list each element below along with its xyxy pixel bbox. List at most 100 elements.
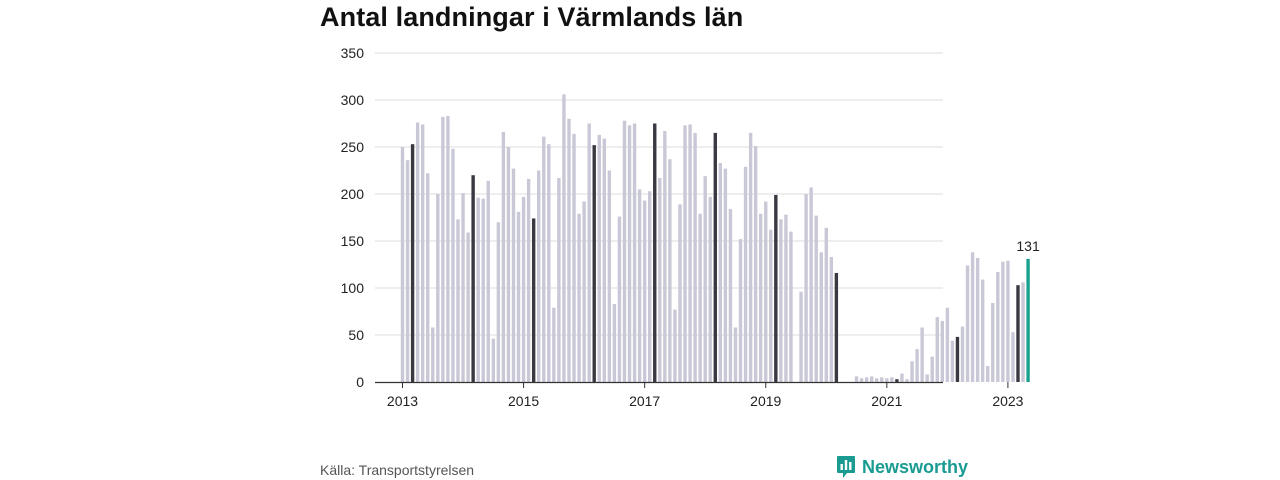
bar <box>910 361 914 382</box>
bar <box>436 194 440 382</box>
bar <box>718 162 723 382</box>
bar <box>471 175 475 382</box>
bar <box>693 132 697 382</box>
bar <box>859 378 864 382</box>
bar <box>864 377 869 382</box>
y-tick-label: 150 <box>341 233 365 249</box>
bar <box>799 291 803 382</box>
source-note: Källa: Transportstyrelsen <box>320 462 475 478</box>
bar <box>451 148 455 382</box>
y-tick-label: 250 <box>341 139 365 155</box>
bar <box>809 187 813 382</box>
bar <box>869 376 874 382</box>
bar <box>1016 285 1020 382</box>
bar <box>466 232 470 382</box>
bar <box>683 125 687 382</box>
bar <box>965 265 970 382</box>
bar <box>996 272 1000 382</box>
bar <box>511 168 516 382</box>
bar <box>900 373 904 382</box>
bar <box>713 132 717 382</box>
bar <box>885 378 889 382</box>
bar <box>476 197 480 382</box>
bar <box>637 189 642 382</box>
bar <box>829 256 834 382</box>
bar <box>562 94 566 383</box>
bar <box>880 377 884 382</box>
bar <box>945 307 950 382</box>
bar <box>607 170 612 382</box>
bar <box>960 326 965 382</box>
bar <box>819 252 823 382</box>
y-tick-label: 350 <box>341 45 365 61</box>
bar <box>673 309 677 382</box>
bar <box>1011 332 1015 382</box>
bar <box>587 123 591 382</box>
bar <box>602 138 606 382</box>
bar <box>658 178 662 382</box>
bar <box>496 222 501 382</box>
bar <box>950 340 955 382</box>
bar <box>854 376 859 382</box>
bar <box>410 144 415 382</box>
bar <box>542 136 546 382</box>
y-tick-label: 100 <box>341 280 365 296</box>
bar <box>935 317 939 382</box>
bar <box>653 123 657 382</box>
bar <box>824 227 828 382</box>
bar <box>688 124 692 382</box>
bar <box>400 147 405 382</box>
bar <box>905 379 909 382</box>
bar <box>895 379 899 382</box>
bar <box>764 201 768 382</box>
bar <box>617 216 622 382</box>
bar <box>774 194 778 382</box>
bar <box>648 191 652 382</box>
bar <box>567 118 571 383</box>
x-tick-label: 2019 <box>750 393 781 409</box>
bar <box>612 303 617 382</box>
bar <box>501 131 506 382</box>
bar <box>698 213 702 382</box>
bar <box>789 231 793 382</box>
bar <box>986 366 990 382</box>
bar <box>748 132 753 382</box>
bar <box>506 147 511 382</box>
bar <box>642 200 647 382</box>
bar <box>708 196 712 382</box>
bar <box>577 213 581 382</box>
bar <box>1006 260 1010 382</box>
bar <box>531 218 536 382</box>
bar <box>743 166 748 382</box>
bar <box>723 168 728 382</box>
bar <box>804 194 808 382</box>
bar <box>415 122 420 382</box>
bar <box>597 134 601 382</box>
bar <box>547 144 551 382</box>
bar <box>890 377 894 382</box>
bar <box>930 356 934 382</box>
bar <box>456 219 460 382</box>
bar <box>516 211 521 382</box>
bar <box>446 115 450 382</box>
bar <box>431 327 435 382</box>
y-axis-ticks: 0 50 100 150 200 250 300 350 <box>341 45 365 390</box>
bar <box>875 378 879 382</box>
bar <box>627 125 632 382</box>
bar <box>405 160 410 382</box>
brand-logo[interactable]: Newsworthy <box>836 455 968 479</box>
bar <box>1021 282 1025 382</box>
bar <box>481 198 485 382</box>
bar <box>940 320 945 382</box>
x-tick-label: 2015 <box>508 393 539 409</box>
x-tick-label: 2023 <box>992 393 1023 409</box>
last-value-label: 131 <box>1016 238 1040 254</box>
x-tick-label: 2013 <box>387 393 418 409</box>
bar-latest <box>1026 258 1030 382</box>
bar <box>668 159 672 382</box>
bar-chart-badge-icon <box>837 456 855 478</box>
bar <box>784 214 788 382</box>
bar <box>703 176 707 382</box>
bar <box>486 180 490 382</box>
